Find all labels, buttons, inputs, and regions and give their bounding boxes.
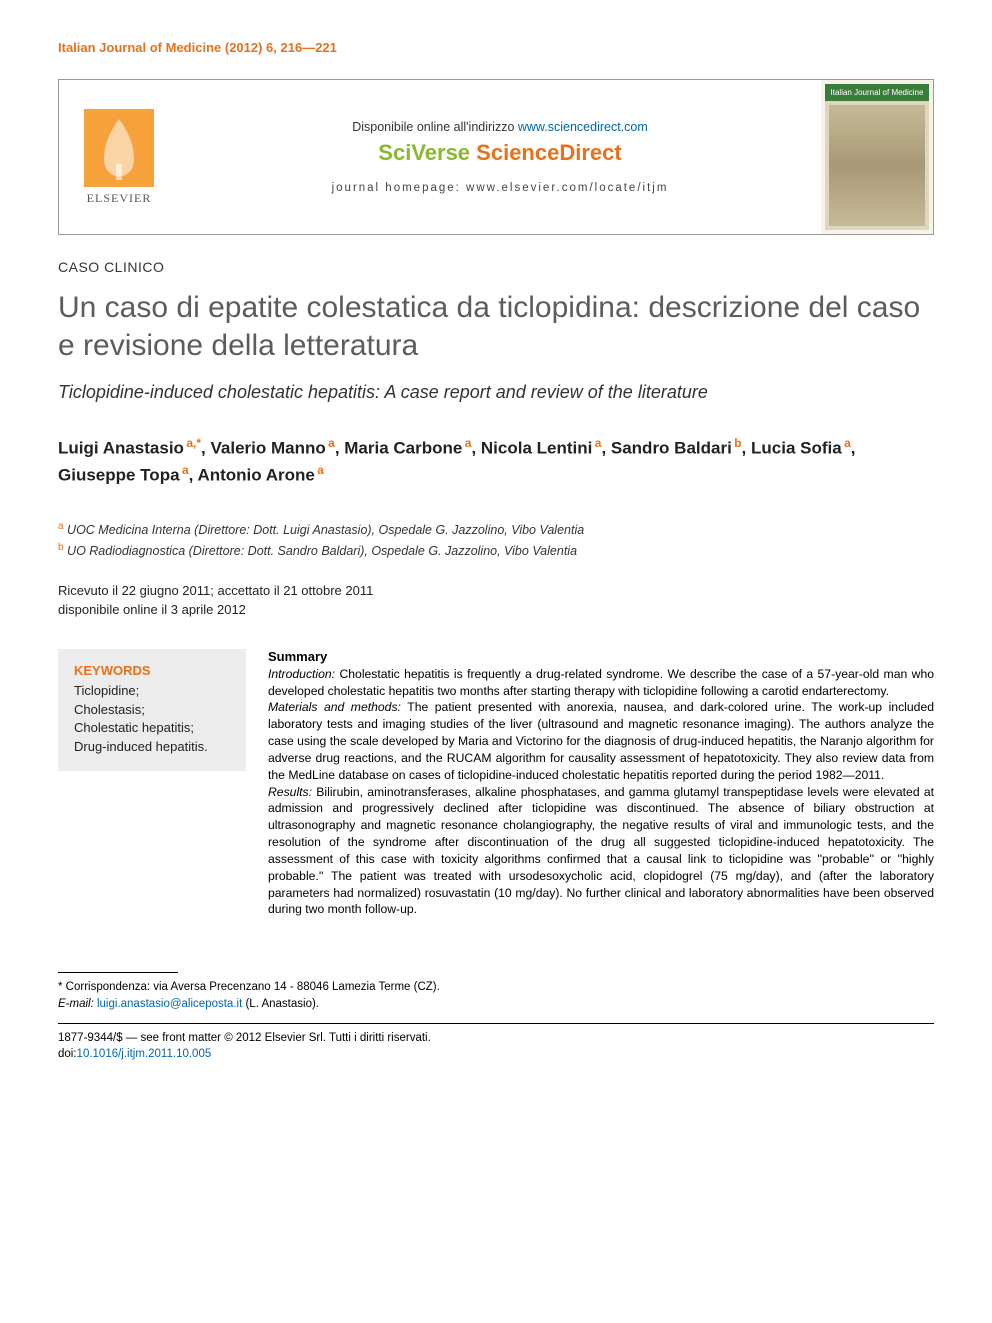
elsevier-wordmark: ELSEVIER [87,191,152,206]
available-online-line: Disponibile online all'indirizzo www.sci… [352,120,648,134]
keyword-item: Cholestasis; [74,701,230,720]
keywords-heading: KEYWORDS [74,663,230,678]
correspondence-address: * Corrispondenza: via Aversa Precenzano … [58,979,934,996]
correspondence-email-line: E-mail: luigi.anastasio@aliceposta.it (L… [58,996,934,1013]
authors-list: Luigi Anastasio a,*, Valerio Manno a, Ma… [58,434,934,488]
doi-prefix: doi: [58,1048,77,1060]
summary-section: Results: Bilirubin, aminotransferases, a… [268,784,934,919]
summary-section: Introduction: Cholestatic hepatitis is f… [268,666,934,700]
header-center: Disponibile online all'indirizzo www.sci… [179,80,821,234]
keyword-item: Ticlopidine; [74,682,230,701]
summary-body: Introduction: Cholestatic hepatitis is f… [268,666,934,918]
email-suffix: (L. Anastasio). [242,998,319,1010]
journal-header-bar: ELSEVIER Disponibile online all'indirizz… [58,79,934,235]
journal-homepage-line: journal homepage: www.elsevier.com/locat… [332,182,669,194]
cover-title: Italian Journal of Medicine [825,84,929,101]
cover-image-placeholder [829,105,925,226]
affiliation-item: b UO Radiodiagnostica (Direttore: Dott. … [58,540,934,561]
footnote-rule [58,972,178,973]
doi-link[interactable]: 10.1016/j.itjm.2011.10.005 [77,1048,212,1060]
article-type: CASO CLINICO [58,259,934,275]
summary-column: Summary Introduction: Cholestatic hepati… [268,649,934,918]
affiliations-list: a UOC Medicina Interna (Direttore: Dott.… [58,519,934,561]
copyright-rule [58,1023,934,1024]
keywords-box: KEYWORDS Ticlopidine;Cholestasis;Cholest… [58,649,246,771]
article-history: Ricevuto il 22 giugno 2011; accettato il… [58,582,934,618]
keyword-item: Drug-induced hepatitis. [74,738,230,757]
sciverse-brand: SciVerse ScienceDirect [378,140,621,166]
correspondence-footnote: * Corrispondenza: via Aversa Precenzano … [58,979,934,1012]
history-online: disponibile online il 3 aprile 2012 [58,601,934,619]
keywords-summary-row: KEYWORDS Ticlopidine;Cholestasis;Cholest… [58,649,934,918]
sciencedirect-link[interactable]: www.sciencedirect.com [518,120,648,134]
journal-cover-thumbnail: Italian Journal of Medicine [821,80,933,234]
correspondence-email-link[interactable]: luigi.anastasio@aliceposta.it [97,998,242,1010]
keyword-item: Cholestatic hepatitis; [74,719,230,738]
brand-left: SciVerse [378,140,476,165]
email-label: E-mail: [58,998,97,1010]
doi-line: doi:10.1016/j.itjm.2011.10.005 [58,1046,934,1062]
brand-right: ScienceDirect [476,140,622,165]
summary-section: Materials and methods: The patient prese… [268,699,934,783]
elsevier-logo: ELSEVIER [59,80,179,234]
issn-copyright-line: 1877-9344/$ — see front matter © 2012 El… [58,1030,934,1046]
available-prefix: Disponibile online all'indirizzo [352,120,518,134]
summary-heading: Summary [268,649,934,664]
article-subtitle: Ticlopidine-induced cholestatic hepatiti… [58,380,934,404]
article-title: Un caso di epatite colestatica da ticlop… [58,289,934,364]
history-received: Ricevuto il 22 giugno 2011; accettato il… [58,582,934,600]
elsevier-tree-icon [84,109,154,187]
running-head: Italian Journal of Medicine (2012) 6, 21… [58,40,934,55]
keywords-body: Ticlopidine;Cholestasis;Cholestatic hepa… [74,682,230,757]
copyright-block: 1877-9344/$ — see front matter © 2012 El… [58,1030,934,1062]
affiliation-item: a UOC Medicina Interna (Direttore: Dott.… [58,519,934,540]
